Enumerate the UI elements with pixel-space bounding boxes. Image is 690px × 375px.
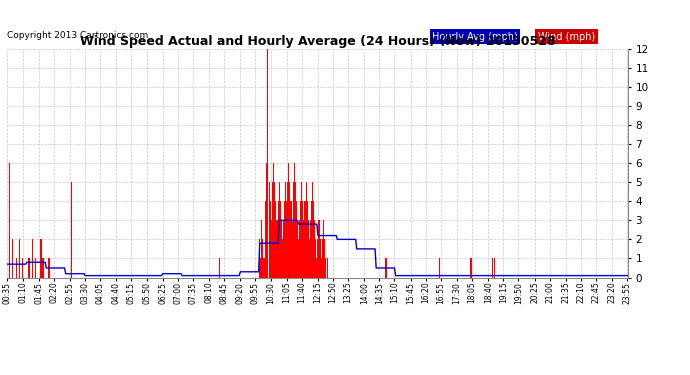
Bar [302,201,304,278]
Bar [219,258,220,278]
Bar [492,258,493,278]
Bar [288,163,289,278]
Bar [386,258,388,278]
Bar [264,201,266,278]
Bar [275,201,277,278]
Bar [289,182,290,278]
Bar [273,163,274,278]
Bar [321,258,322,278]
Bar [308,239,310,278]
Bar [313,201,314,278]
Bar [272,182,273,278]
Bar [306,201,308,278]
Bar [286,201,287,278]
Bar [316,258,317,278]
Text: Wind (mph): Wind (mph) [538,32,595,42]
Text: Hourly Avg (mph): Hourly Avg (mph) [432,32,518,42]
Bar [260,258,262,278]
Bar [319,239,321,278]
Bar [48,258,49,278]
Bar [287,182,288,278]
Bar [277,201,279,278]
Bar [283,220,284,278]
Bar [49,258,50,278]
Bar [296,201,297,278]
Bar [310,220,311,278]
Bar [271,220,272,278]
Bar [298,239,299,278]
Bar [12,239,13,278]
Bar [291,220,293,278]
Text: Copyright 2013 Cartronics.com: Copyright 2013 Cartronics.com [7,31,148,40]
Bar [297,220,298,278]
Bar [266,163,267,278]
Bar [259,239,260,278]
Bar [282,239,283,278]
Bar [293,182,294,278]
Bar [40,239,41,278]
Bar [269,182,270,278]
Bar [270,201,271,278]
Bar [327,258,328,278]
Title: Wind Speed Actual and Hourly Average (24 Hours) (New) 20130528: Wind Speed Actual and Hourly Average (24… [79,34,555,48]
Bar [9,163,10,278]
Bar [299,220,300,278]
Bar [315,239,316,278]
Bar [267,49,268,278]
Bar [274,182,275,278]
Bar [325,258,326,278]
Bar [494,258,495,278]
Bar [385,258,386,278]
Bar [28,258,30,278]
Bar [324,239,325,278]
Bar [311,201,312,278]
Bar [312,182,313,278]
Bar [15,258,17,278]
Bar [323,220,324,278]
Bar [314,220,315,278]
Bar [294,163,295,278]
Bar [279,201,281,278]
Bar [317,239,319,278]
Bar [322,239,323,278]
Bar [295,182,296,278]
Bar [290,201,291,278]
Bar [262,239,264,278]
Bar [19,239,20,278]
Bar [22,258,23,278]
Bar [300,201,302,278]
Bar [281,220,282,278]
Bar [285,182,286,278]
Bar [304,201,306,278]
Bar [41,239,43,278]
Bar [35,258,36,278]
Bar [70,182,72,278]
Bar [32,239,33,278]
Bar [284,201,285,278]
